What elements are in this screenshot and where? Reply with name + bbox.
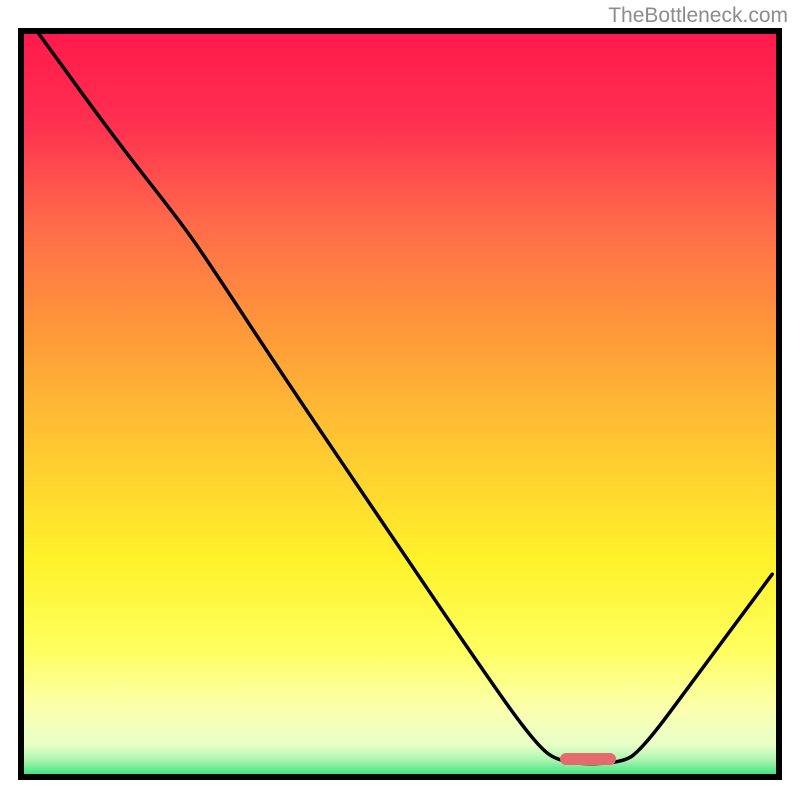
plot-area xyxy=(18,28,782,780)
watermark-text: TheBottleneck.com xyxy=(608,4,788,28)
chart-container: TheBottleneck.com xyxy=(0,0,800,800)
optimal-marker xyxy=(560,753,616,765)
bottleneck-curve xyxy=(24,34,776,774)
